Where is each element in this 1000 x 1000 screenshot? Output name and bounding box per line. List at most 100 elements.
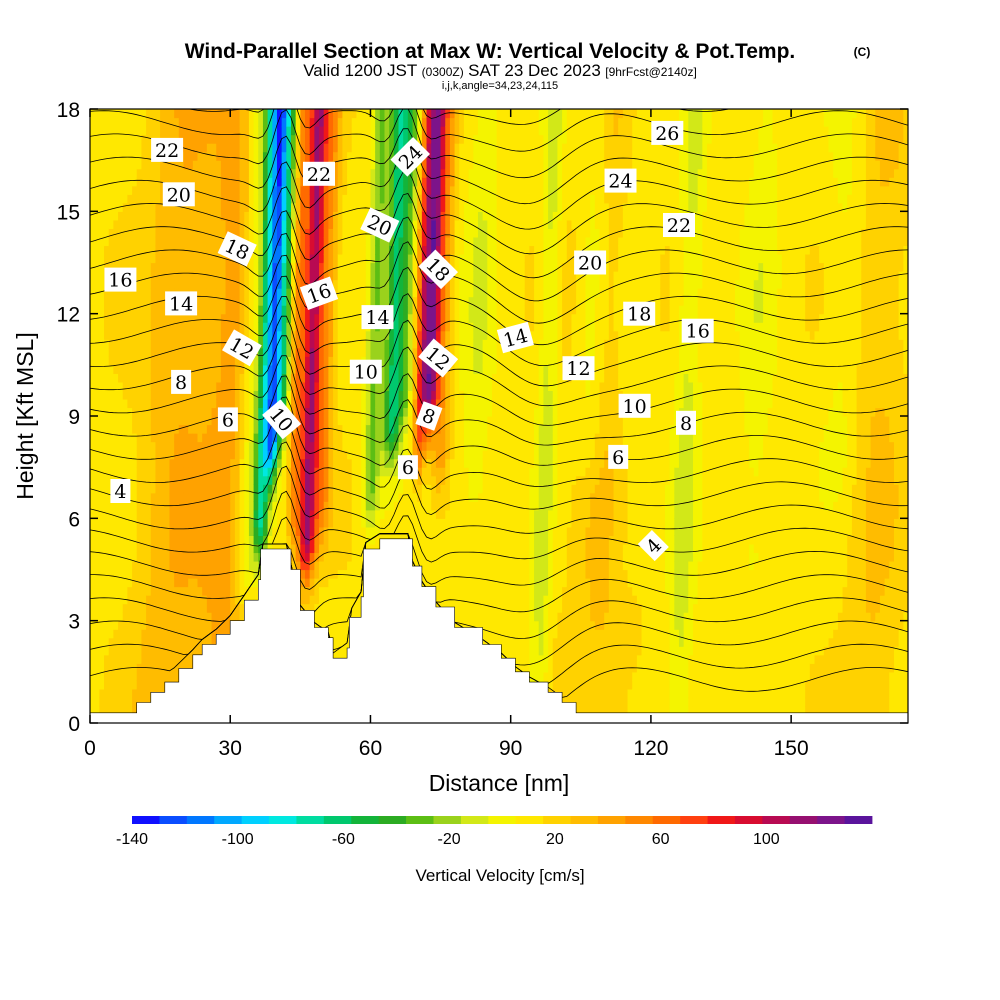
velocity-cell xyxy=(234,543,241,554)
velocity-cell xyxy=(337,526,344,536)
velocity-cell xyxy=(351,543,358,554)
velocity-cell xyxy=(361,160,367,170)
velocity-cell xyxy=(174,271,180,281)
velocity-cell xyxy=(118,595,124,605)
velocity-cell xyxy=(365,168,372,178)
velocity-cell xyxy=(211,279,217,289)
velocity-cell xyxy=(169,458,175,468)
velocity-cell xyxy=(407,305,414,315)
velocity-cell xyxy=(155,663,161,673)
valid-prefix: Valid 1200 JST xyxy=(303,61,417,80)
velocity-cell xyxy=(333,330,339,340)
velocity-cell xyxy=(253,279,259,289)
velocity-cell xyxy=(389,202,395,212)
velocity-cell xyxy=(351,236,358,247)
velocity-cell xyxy=(108,330,114,340)
velocity-cell xyxy=(132,347,138,357)
velocity-cell xyxy=(178,228,185,238)
velocity-cell xyxy=(155,330,161,340)
velocity-cell xyxy=(407,339,414,349)
velocity-cell xyxy=(211,560,217,571)
velocity-cell xyxy=(141,560,147,571)
velocity-cell xyxy=(160,109,166,119)
velocity-cell xyxy=(150,509,157,519)
velocity-cell xyxy=(141,219,147,229)
velocity-cell xyxy=(393,492,400,502)
velocity-cell xyxy=(351,347,358,357)
velocity-cell xyxy=(99,629,105,639)
velocity-cell xyxy=(370,407,376,417)
velocity-cell xyxy=(230,603,236,613)
velocity-cell xyxy=(365,390,372,400)
velocity-cell xyxy=(197,236,203,247)
velocity-cell xyxy=(164,509,171,519)
velocity-cell xyxy=(328,151,334,161)
velocity-cell xyxy=(342,194,348,204)
velocity-cell xyxy=(407,390,414,400)
velocity-cell xyxy=(375,168,381,178)
velocity-cell xyxy=(122,680,128,690)
velocity-cell xyxy=(295,126,301,136)
velocity-cell xyxy=(337,595,344,605)
velocity-cell xyxy=(118,586,124,596)
velocity-cell xyxy=(300,569,306,579)
velocity-cell xyxy=(90,535,96,545)
velocity-cell xyxy=(309,501,315,511)
velocity-cell xyxy=(178,398,185,409)
velocity-cell xyxy=(248,288,255,298)
velocity-cell xyxy=(225,313,231,323)
velocity-cell xyxy=(155,560,161,571)
velocity-cell xyxy=(290,543,297,554)
velocity-cell xyxy=(108,356,114,366)
velocity-cell xyxy=(216,313,222,323)
velocity-cell xyxy=(216,202,222,212)
velocity-cell xyxy=(272,134,278,144)
velocity-cell xyxy=(99,654,105,664)
velocity-cell xyxy=(164,535,171,545)
velocity-cell xyxy=(389,279,395,289)
velocity-cell xyxy=(365,296,372,306)
velocity-cell xyxy=(347,475,353,485)
velocity-cell xyxy=(379,134,386,144)
velocity-cell xyxy=(370,381,376,392)
velocity-cell xyxy=(169,347,175,357)
valid-time-line: Valid 1200 JST (0300Z) SAT 23 Dec 2023 [… xyxy=(303,61,697,80)
velocity-cell xyxy=(253,330,259,340)
velocity-cell xyxy=(305,262,311,272)
velocity-cell xyxy=(104,595,110,605)
velocity-cell xyxy=(169,441,175,451)
velocity-cell xyxy=(225,475,231,485)
velocity-cell xyxy=(295,322,301,332)
velocity-cell xyxy=(146,535,152,545)
velocity-cell xyxy=(314,416,320,426)
velocity-cell xyxy=(146,688,152,699)
velocity-cell xyxy=(351,381,358,392)
velocity-cell xyxy=(141,253,147,264)
velocity-cell xyxy=(305,381,311,392)
velocity-cell xyxy=(365,177,372,187)
velocity-cell xyxy=(300,185,306,195)
velocity-cell xyxy=(323,185,329,195)
velocity-cell xyxy=(183,168,189,178)
velocity-cell xyxy=(262,381,269,392)
velocity-cell xyxy=(104,126,110,136)
velocity-cell xyxy=(192,416,199,426)
velocity-cell xyxy=(122,586,128,596)
velocity-cell xyxy=(328,603,334,613)
velocity-cell xyxy=(122,390,128,400)
velocity-cell xyxy=(174,228,180,238)
velocity-cell xyxy=(136,603,143,613)
velocity-cell xyxy=(230,143,236,153)
velocity-cell xyxy=(220,262,227,272)
velocity-cell xyxy=(178,569,185,579)
velocity-cell xyxy=(337,475,344,485)
velocity-cell xyxy=(132,518,138,528)
velocity-cell xyxy=(239,458,245,468)
velocity-cell xyxy=(183,535,189,545)
velocity-cell xyxy=(118,569,124,579)
velocity-cell xyxy=(183,177,189,187)
velocity-cell xyxy=(398,518,404,528)
velocity-cell xyxy=(356,160,362,170)
velocity-cell xyxy=(178,253,185,264)
velocity-cell xyxy=(309,364,315,374)
